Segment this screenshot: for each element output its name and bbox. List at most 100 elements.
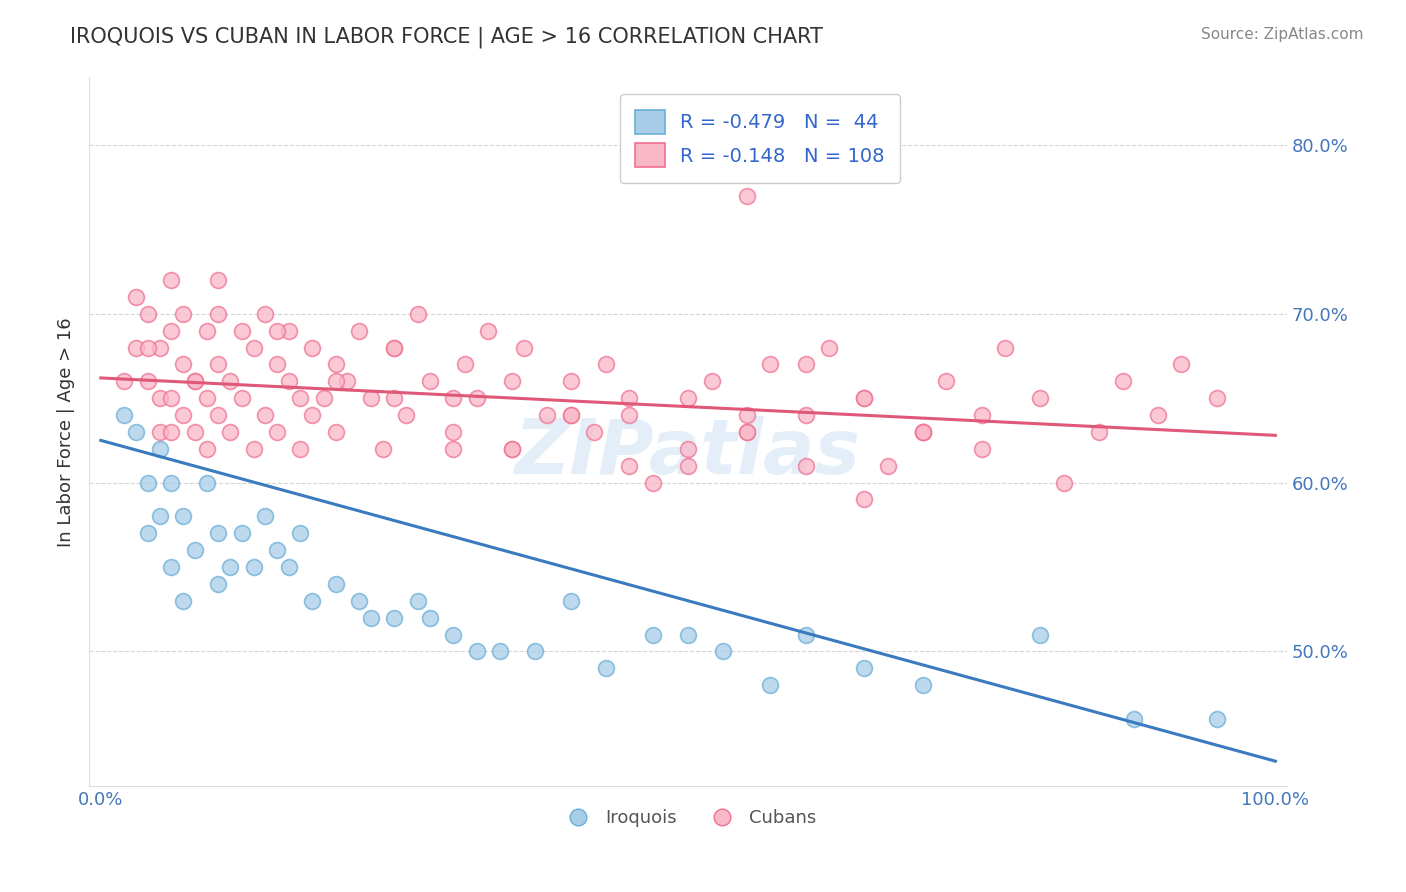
Point bbox=[676, 442, 699, 456]
Point bbox=[112, 374, 135, 388]
Point bbox=[911, 425, 934, 439]
Point bbox=[148, 509, 170, 524]
Point bbox=[583, 425, 606, 439]
Point bbox=[465, 644, 488, 658]
Legend: Iroquois, Cubans: Iroquois, Cubans bbox=[553, 802, 824, 834]
Point bbox=[360, 391, 382, 405]
Point bbox=[136, 307, 159, 321]
Y-axis label: In Labor Force | Age > 16: In Labor Force | Age > 16 bbox=[58, 318, 75, 547]
Point bbox=[1111, 374, 1133, 388]
Point bbox=[325, 374, 347, 388]
Point bbox=[184, 543, 207, 558]
Point bbox=[970, 442, 993, 456]
Point bbox=[560, 594, 582, 608]
Point bbox=[384, 391, 406, 405]
Point bbox=[619, 391, 641, 405]
Point bbox=[676, 627, 699, 641]
Point bbox=[148, 391, 170, 405]
Point bbox=[853, 391, 876, 405]
Point bbox=[853, 492, 876, 507]
Point bbox=[125, 425, 148, 439]
Point bbox=[371, 442, 394, 456]
Point bbox=[735, 188, 758, 202]
Point bbox=[360, 610, 382, 624]
Point bbox=[112, 408, 135, 422]
Point bbox=[207, 526, 229, 541]
Point bbox=[406, 594, 429, 608]
Point bbox=[266, 543, 288, 558]
Point bbox=[619, 408, 641, 422]
Point bbox=[347, 324, 370, 338]
Point bbox=[277, 324, 299, 338]
Point bbox=[266, 358, 288, 372]
Point bbox=[441, 425, 464, 439]
Point bbox=[501, 374, 523, 388]
Point bbox=[735, 425, 758, 439]
Point bbox=[347, 594, 370, 608]
Point bbox=[641, 627, 664, 641]
Point bbox=[231, 526, 253, 541]
Point bbox=[207, 408, 229, 422]
Point bbox=[524, 644, 547, 658]
Point bbox=[195, 475, 218, 490]
Point bbox=[242, 341, 264, 355]
Point bbox=[441, 442, 464, 456]
Point bbox=[312, 391, 335, 405]
Point bbox=[219, 374, 242, 388]
Point bbox=[711, 644, 734, 658]
Point bbox=[1053, 475, 1076, 490]
Point bbox=[595, 661, 617, 675]
Point bbox=[406, 307, 429, 321]
Point bbox=[277, 560, 299, 574]
Point bbox=[184, 374, 207, 388]
Point bbox=[290, 526, 312, 541]
Point bbox=[172, 408, 194, 422]
Point bbox=[735, 408, 758, 422]
Text: ZIPatlas: ZIPatlas bbox=[515, 417, 860, 491]
Point bbox=[477, 324, 499, 338]
Point bbox=[136, 341, 159, 355]
Point bbox=[195, 442, 218, 456]
Point bbox=[419, 610, 441, 624]
Point bbox=[970, 408, 993, 422]
Point bbox=[266, 324, 288, 338]
Point bbox=[301, 341, 323, 355]
Point bbox=[501, 442, 523, 456]
Point bbox=[207, 358, 229, 372]
Point bbox=[560, 408, 582, 422]
Point bbox=[1147, 408, 1170, 422]
Point bbox=[384, 341, 406, 355]
Point bbox=[277, 374, 299, 388]
Point bbox=[125, 290, 148, 304]
Point bbox=[619, 458, 641, 473]
Text: IROQUOIS VS CUBAN IN LABOR FORCE | AGE > 16 CORRELATION CHART: IROQUOIS VS CUBAN IN LABOR FORCE | AGE >… bbox=[70, 27, 823, 48]
Point bbox=[136, 526, 159, 541]
Point bbox=[160, 324, 183, 338]
Point bbox=[818, 341, 841, 355]
Point bbox=[148, 425, 170, 439]
Point bbox=[160, 560, 183, 574]
Point bbox=[254, 509, 277, 524]
Text: Source: ZipAtlas.com: Source: ZipAtlas.com bbox=[1201, 27, 1364, 42]
Point bbox=[853, 661, 876, 675]
Point bbox=[148, 341, 170, 355]
Point bbox=[384, 341, 406, 355]
Point bbox=[676, 391, 699, 405]
Point bbox=[794, 408, 817, 422]
Point bbox=[242, 442, 264, 456]
Point bbox=[700, 374, 723, 388]
Point bbox=[501, 442, 523, 456]
Point bbox=[935, 374, 957, 388]
Point bbox=[136, 374, 159, 388]
Point bbox=[1170, 358, 1192, 372]
Point bbox=[254, 408, 277, 422]
Point bbox=[512, 341, 534, 355]
Point bbox=[231, 391, 253, 405]
Point bbox=[160, 391, 183, 405]
Point bbox=[735, 425, 758, 439]
Point bbox=[489, 644, 512, 658]
Point bbox=[1088, 425, 1111, 439]
Point bbox=[231, 324, 253, 338]
Point bbox=[219, 425, 242, 439]
Point bbox=[911, 678, 934, 692]
